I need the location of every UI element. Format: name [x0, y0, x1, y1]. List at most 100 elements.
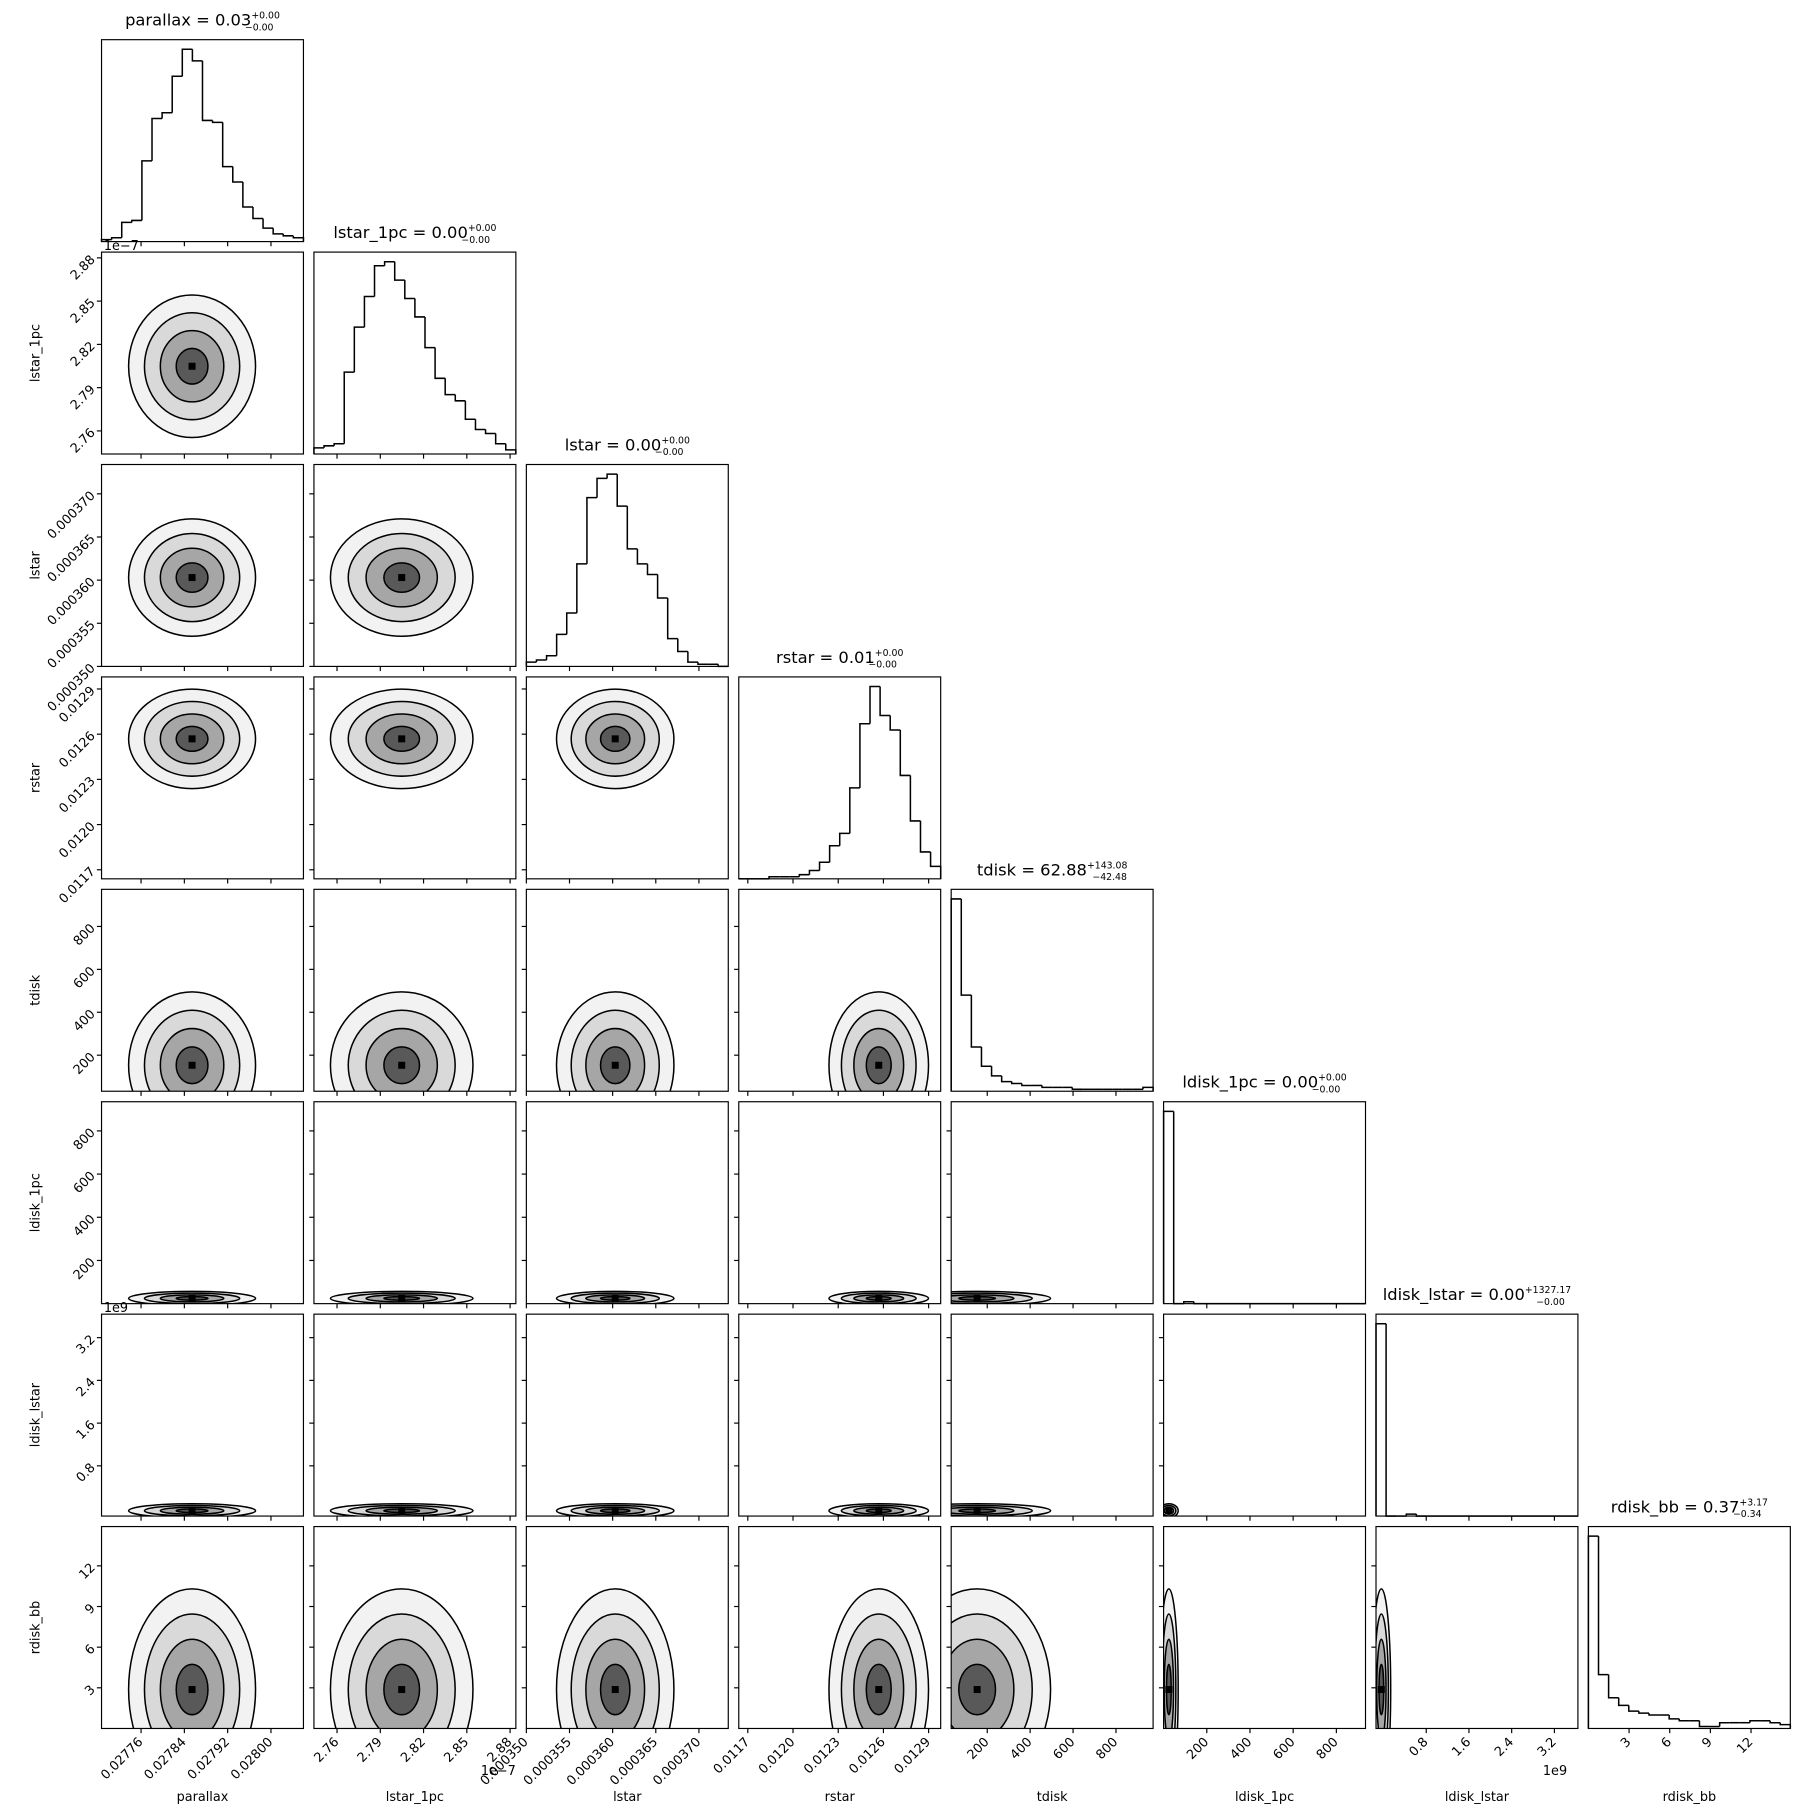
y-tick-label: 800	[71, 1126, 99, 1154]
hist-bin	[980, 1047, 992, 1067]
title-main: parallax = 0.03	[125, 11, 251, 30]
panel	[734, 1313, 942, 1521]
hist-bin	[555, 633, 567, 656]
panel	[309, 888, 517, 1096]
x-tick-label: 600	[1271, 1735, 1299, 1763]
x-tick-label: 0.02776	[98, 1735, 146, 1783]
hist-bin	[879, 686, 891, 717]
x-tick-label: 0.0126	[846, 1735, 888, 1777]
panel-frame	[313, 463, 517, 667]
panel-frame	[1375, 1525, 1579, 1730]
density	[1163, 1502, 1179, 1517]
density-peak	[398, 1294, 406, 1302]
hist-bin	[272, 228, 284, 235]
panel: 0.8 1.6 2.4 3.2	[74, 1313, 305, 1521]
panel-frame	[525, 1525, 729, 1730]
title-lower: −0.00	[655, 447, 684, 458]
panel-title: lstar_1pc = 0.00+0.00 −0.00	[333, 223, 496, 246]
hist-bin	[141, 160, 153, 221]
density	[1163, 1588, 1179, 1729]
x-tick-label: 2.4	[1492, 1735, 1517, 1760]
density-peak	[188, 1061, 196, 1069]
density-peak	[875, 1507, 883, 1515]
hist-bin	[798, 873, 810, 877]
title-upper: +143.08	[1087, 860, 1128, 871]
panel-title: ldisk_lstar = 0.00+1327.17 −0.00	[1383, 1285, 1572, 1308]
panel	[521, 676, 729, 884]
hist-bin	[484, 429, 496, 435]
hist-bin	[414, 298, 425, 318]
hist-bin	[838, 832, 850, 846]
hist-bin	[596, 477, 608, 498]
title-upper: +0.00	[661, 435, 690, 446]
hist-bin	[1698, 1720, 1710, 1728]
density-peak	[188, 1294, 196, 1302]
density-peak	[875, 1061, 883, 1069]
density-peak	[611, 735, 619, 743]
hist-bin	[171, 75, 183, 113]
hist-bin	[1628, 1705, 1639, 1712]
hist-bin	[120, 221, 132, 238]
panel	[521, 888, 729, 1096]
density-peak	[973, 1507, 981, 1515]
x-tick-label: 400	[1008, 1735, 1036, 1763]
hist-bin	[606, 473, 618, 479]
hist-bin	[505, 443, 517, 455]
y-tick-label: 2.76	[68, 426, 99, 457]
density-peak	[875, 1686, 883, 1694]
hist-bin	[899, 729, 911, 777]
x-tick-label: 200	[1184, 1735, 1212, 1763]
y-tick-label: 400	[71, 1007, 99, 1035]
hist-bin	[110, 236, 122, 240]
hist-bin	[1405, 1513, 1417, 1517]
title-lower: −0.00	[245, 22, 274, 33]
y-tick-label: 600	[71, 964, 99, 992]
hist-bin	[242, 181, 253, 208]
hist-bin	[454, 394, 466, 402]
panel-frame	[1163, 1525, 1367, 1730]
x-tick-label: 0.8	[1406, 1735, 1431, 1760]
hist-bin	[656, 574, 668, 599]
density	[127, 1502, 257, 1517]
panel: rstar = 0.01+0.00 −0.00	[738, 648, 942, 884]
panel-frame	[313, 1101, 517, 1305]
hist-bin	[333, 443, 345, 446]
density-peak	[188, 735, 196, 743]
hist-bin	[677, 638, 688, 653]
y-tick-label: 12	[77, 1561, 99, 1583]
panel-frame	[313, 251, 517, 455]
x-axis-label: rdisk_bb	[1663, 1790, 1717, 1805]
density	[951, 1290, 1052, 1304]
density-peak	[398, 1507, 406, 1515]
hist-bin	[1183, 1300, 1194, 1304]
panel	[946, 1313, 1154, 1521]
x-tick-label: 0.0120	[756, 1735, 798, 1777]
density	[127, 688, 257, 790]
hist-bin	[909, 775, 921, 822]
density-peak	[188, 1686, 196, 1694]
panel-frame	[100, 1525, 305, 1730]
density	[555, 688, 675, 790]
density-peak	[1165, 1686, 1173, 1694]
y-tick-label: 0.8	[74, 1461, 99, 1486]
panel-frame	[313, 1313, 517, 1517]
y-tick-label: 600	[71, 1169, 99, 1197]
panel-frame	[100, 1101, 305, 1305]
title-lower: −0.34	[1733, 1509, 1762, 1520]
panel-frame	[100, 39, 305, 243]
title-lower: −0.00	[461, 235, 490, 246]
density-peak	[1165, 1507, 1173, 1515]
title-main: rdisk_bb = 0.37	[1611, 1498, 1740, 1518]
density	[555, 1588, 675, 1729]
density-peak	[611, 1507, 619, 1515]
hist-bin	[131, 219, 142, 223]
panel-title: ldisk_1pc = 0.00+0.00 −0.00	[1182, 1073, 1346, 1096]
x-axis-label: lstar_1pc	[386, 1790, 444, 1805]
panel: 2.76 2.79 2.82 2.85 2.88	[68, 251, 305, 459]
hist-bin	[181, 48, 193, 77]
title-lower: −42.48	[1092, 872, 1127, 883]
hist-bin	[828, 844, 840, 863]
panel-frame	[1163, 1313, 1367, 1517]
density	[828, 1502, 930, 1517]
